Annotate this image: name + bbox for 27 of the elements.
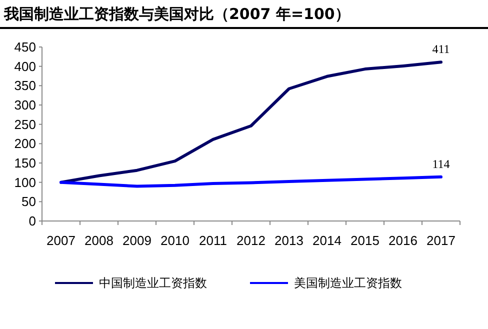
y-tick-label: 50 [22,194,36,210]
annotation: 411 [432,42,450,56]
y-tick-label: 100 [14,174,36,190]
x-tick-label: 2016 [388,233,418,248]
x-tick-label: 2015 [350,233,380,248]
x-tick-label: 2012 [236,233,266,248]
y-tick-label: 200 [14,136,36,152]
legend-label: 中国制造业工资指数 [99,276,207,290]
x-tick-label: 2007 [46,233,76,248]
x-tick-label: 2017 [426,233,456,248]
y-tick-label: 150 [14,156,36,171]
y-tick-label: 350 [14,78,36,94]
x-tick-label: 2011 [199,233,227,248]
x-tick-label: 2014 [312,233,342,248]
line-series [60,175,442,188]
legend-label: 美国制造业工资指数 [294,276,402,290]
y-tick-label: 300 [14,98,36,113]
y-tick-label: 450 [14,40,36,55]
x-tick-label: 2010 [160,233,190,248]
x-tick-label: 2009 [122,233,152,248]
y-tick-label: 0 [28,214,36,229]
x-tick-label: 2008 [84,233,114,248]
y-tick-label: 400 [14,58,36,74]
chart-title: 我国制造业工资指数与美国对比（2007 年=100） [3,5,350,23]
annotation: 114 [432,156,450,171]
x-tick-label: 2013 [274,233,304,248]
y-tick-label: 250 [14,116,36,132]
